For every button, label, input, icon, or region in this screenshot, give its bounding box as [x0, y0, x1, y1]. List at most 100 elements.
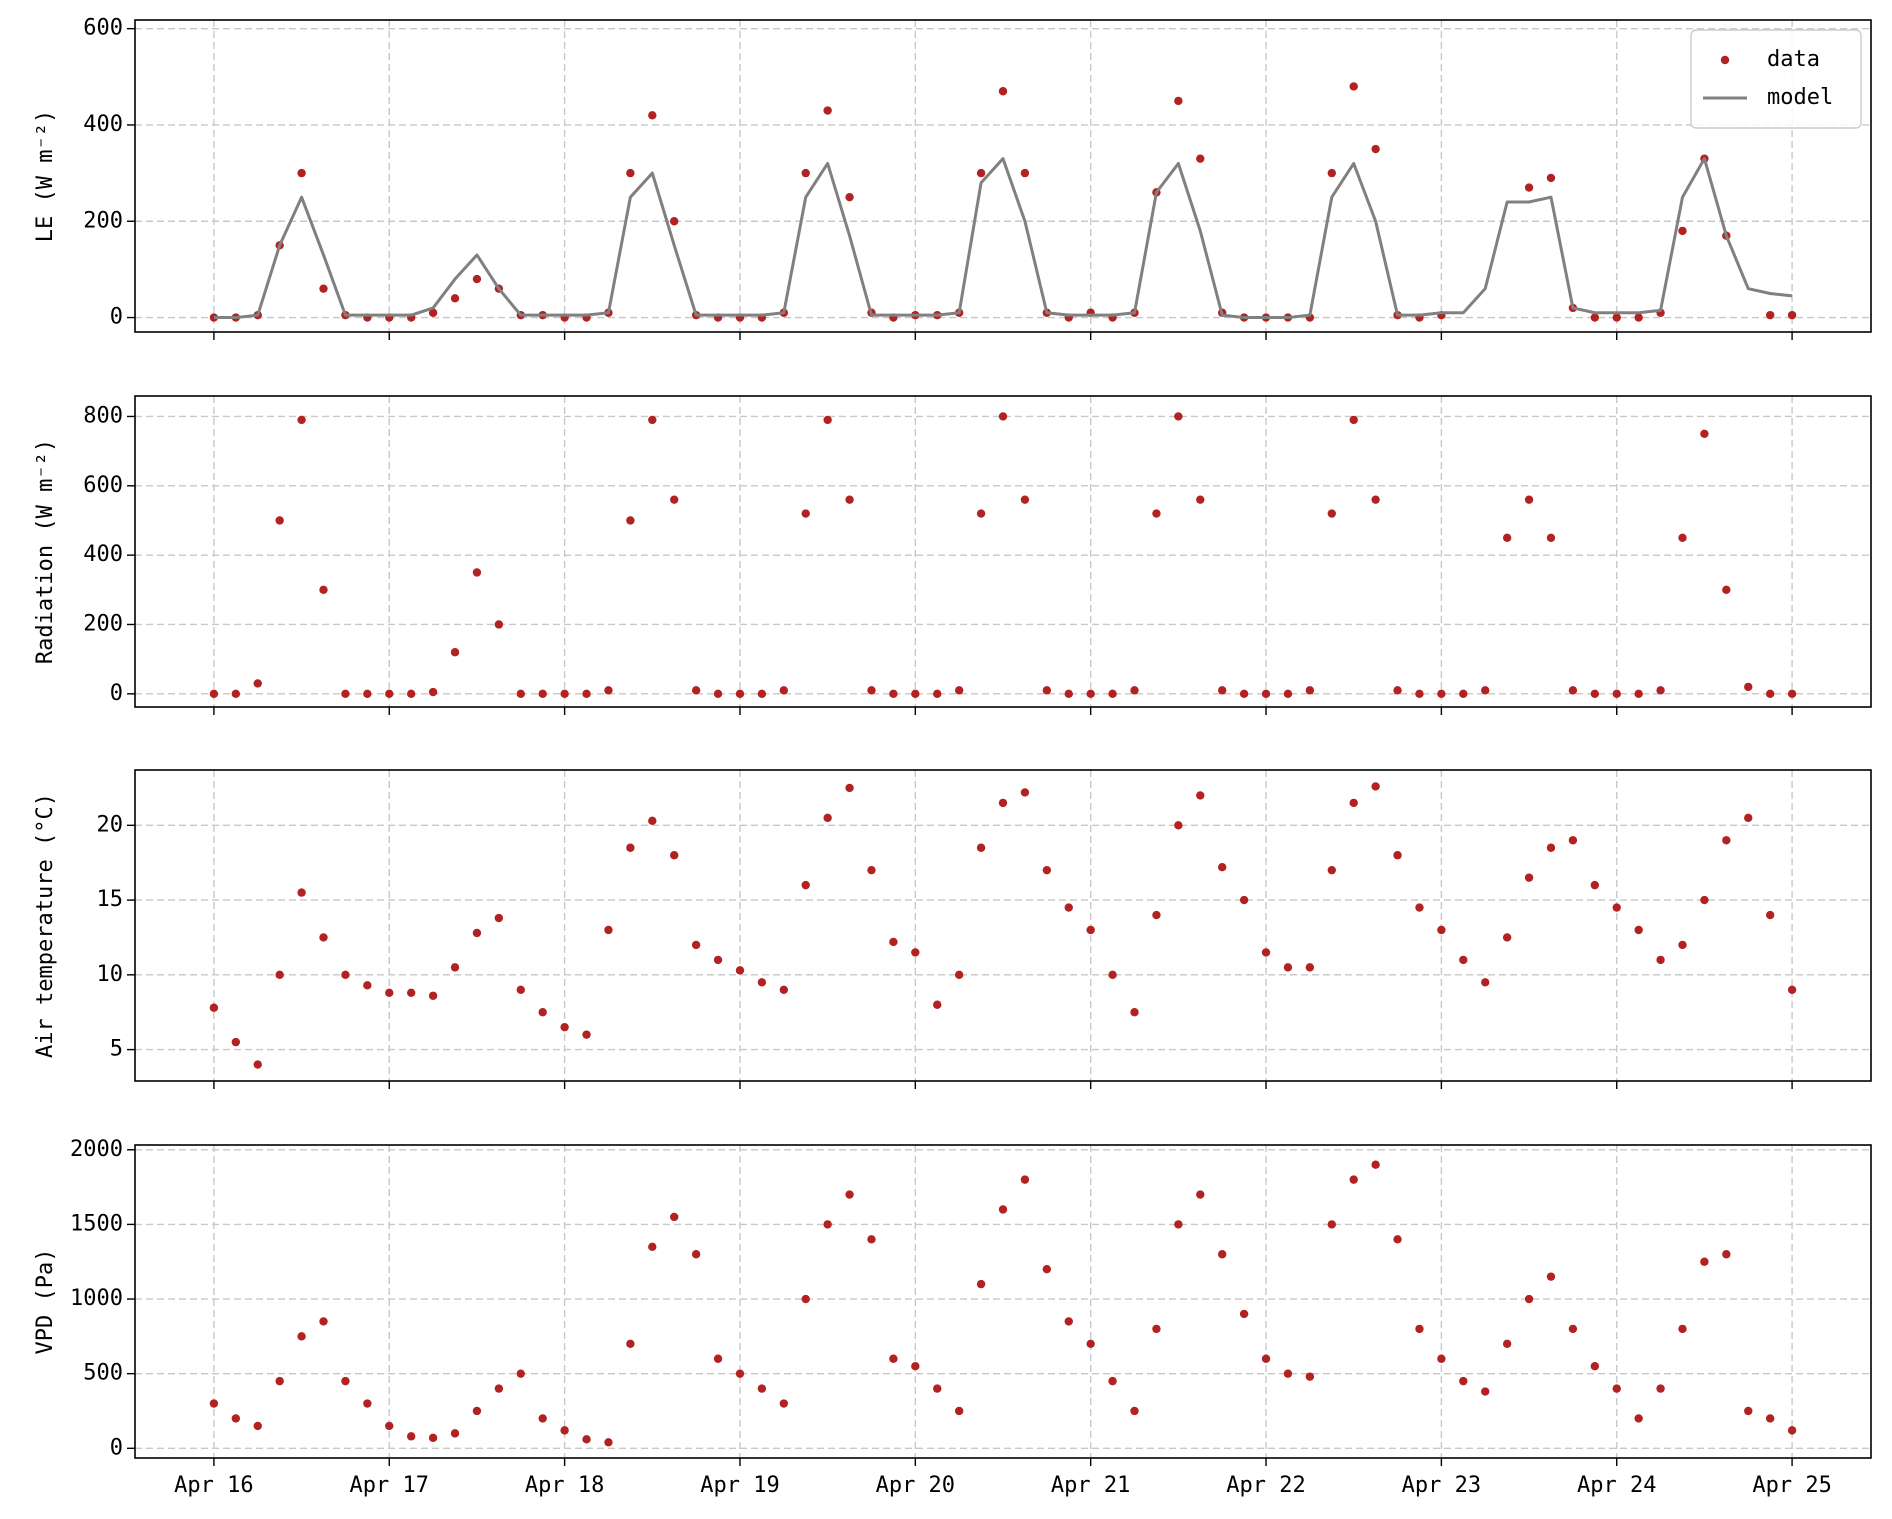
x-tick-label: Apr 17	[350, 1473, 429, 1498]
data-point	[1656, 1384, 1665, 1393]
data-point	[1239, 689, 1249, 699]
data-point	[1393, 1235, 1402, 1244]
x-tick-label: Apr 25	[1752, 1473, 1831, 1498]
data-point	[867, 1235, 876, 1244]
data-point	[604, 925, 613, 935]
data-point	[1415, 1324, 1424, 1334]
data-point	[1546, 843, 1556, 852]
data-point	[604, 1438, 613, 1447]
data-point	[582, 689, 591, 699]
data-point	[1524, 1294, 1534, 1304]
panel: Apr 16 Apr 17 Apr 18 Apr 19 Apr 20 Apr 21 Apr …	[33, 1137, 1872, 1498]
data-point	[889, 1354, 898, 1363]
data-point	[1020, 495, 1030, 504]
panel: 5 10 15 20 Air temperature (°C)	[33, 769, 1872, 1089]
y-axis-label: LE (W m⁻²)	[33, 110, 58, 242]
data-point	[1327, 168, 1336, 178]
x-tick-label: Apr 19	[700, 1473, 779, 1498]
data-point	[1042, 865, 1052, 875]
data-point	[735, 1369, 745, 1378]
data-point	[1634, 925, 1643, 935]
data-point	[823, 415, 832, 425]
data-point	[1502, 1339, 1512, 1349]
data-point	[1568, 686, 1578, 695]
data-point	[1481, 978, 1490, 987]
data-point	[341, 1376, 350, 1386]
data-point	[1722, 836, 1731, 845]
data-point	[801, 1294, 810, 1304]
data-point	[1765, 1414, 1775, 1423]
data-point	[1678, 940, 1687, 950]
data-point	[889, 937, 898, 947]
data-point	[450, 963, 460, 972]
data-point	[1700, 895, 1709, 905]
data-point	[1612, 313, 1621, 322]
data-point	[1437, 1354, 1446, 1363]
data-point	[1174, 412, 1183, 421]
y-tick-label: 5	[110, 1037, 123, 1062]
data-point	[911, 689, 920, 699]
data-point	[1152, 910, 1161, 920]
data-point	[933, 1000, 942, 1009]
data-point	[1174, 1220, 1183, 1229]
data-point	[1415, 689, 1424, 699]
y-tick-label: 15	[97, 887, 124, 912]
data-point	[1765, 689, 1775, 699]
legend-label: data	[1767, 47, 1820, 72]
data-point	[779, 686, 789, 695]
x-tick-label: Apr 22	[1226, 1473, 1305, 1498]
data-point	[275, 970, 284, 980]
data-point	[691, 686, 701, 695]
data-point	[341, 970, 350, 980]
data-point	[560, 1426, 569, 1435]
data-point	[1086, 1339, 1095, 1349]
y-tick-label: 0	[110, 681, 123, 706]
data-point	[1130, 686, 1139, 695]
data-point	[275, 516, 284, 525]
data-point	[1459, 1376, 1468, 1386]
data-point	[297, 888, 306, 897]
data-point	[757, 1384, 767, 1393]
y-tick-label: 200	[83, 208, 123, 233]
y-tick-label: 800	[83, 403, 123, 428]
data-point	[319, 933, 328, 942]
data-point	[670, 851, 679, 860]
data-point	[319, 585, 328, 595]
data-point	[1261, 1354, 1271, 1363]
x-tick-label: Apr 21	[1051, 1473, 1130, 1498]
data-point	[538, 1414, 547, 1423]
data-point	[1700, 1257, 1709, 1266]
data-point	[1524, 495, 1534, 504]
data-point	[801, 509, 810, 518]
data-point	[1590, 1362, 1600, 1371]
data-point	[976, 168, 986, 178]
data-point	[648, 816, 657, 826]
data-point	[976, 1279, 986, 1289]
x-tick-label: Apr 24	[1577, 1473, 1656, 1498]
data-point	[1787, 985, 1797, 994]
data-point	[1568, 1324, 1578, 1334]
data-point	[1217, 1250, 1227, 1259]
data-point	[1283, 1369, 1293, 1378]
data-point	[1371, 1160, 1380, 1169]
data-point	[1459, 955, 1468, 965]
y-tick-label: 500	[83, 1361, 123, 1386]
data-point	[363, 689, 372, 699]
legend-label: model	[1767, 85, 1833, 110]
data-point	[1371, 144, 1380, 154]
data-point	[231, 1037, 241, 1047]
data-point	[845, 192, 854, 202]
data-point	[560, 689, 569, 699]
data-point	[341, 689, 350, 699]
data-point	[845, 1190, 854, 1199]
data-point	[648, 111, 657, 120]
data-point	[1305, 686, 1315, 695]
data-point	[209, 689, 219, 699]
data-point	[1744, 1406, 1753, 1416]
data-point	[253, 1421, 262, 1431]
y-tick-label: 1000	[70, 1286, 123, 1311]
data-point	[1656, 955, 1665, 965]
data-point	[1546, 1272, 1556, 1281]
data-point	[1086, 925, 1095, 935]
